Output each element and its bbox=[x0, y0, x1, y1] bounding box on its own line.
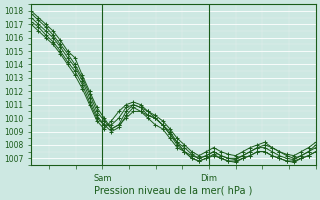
X-axis label: Pression niveau de la mer( hPa ): Pression niveau de la mer( hPa ) bbox=[94, 186, 253, 196]
